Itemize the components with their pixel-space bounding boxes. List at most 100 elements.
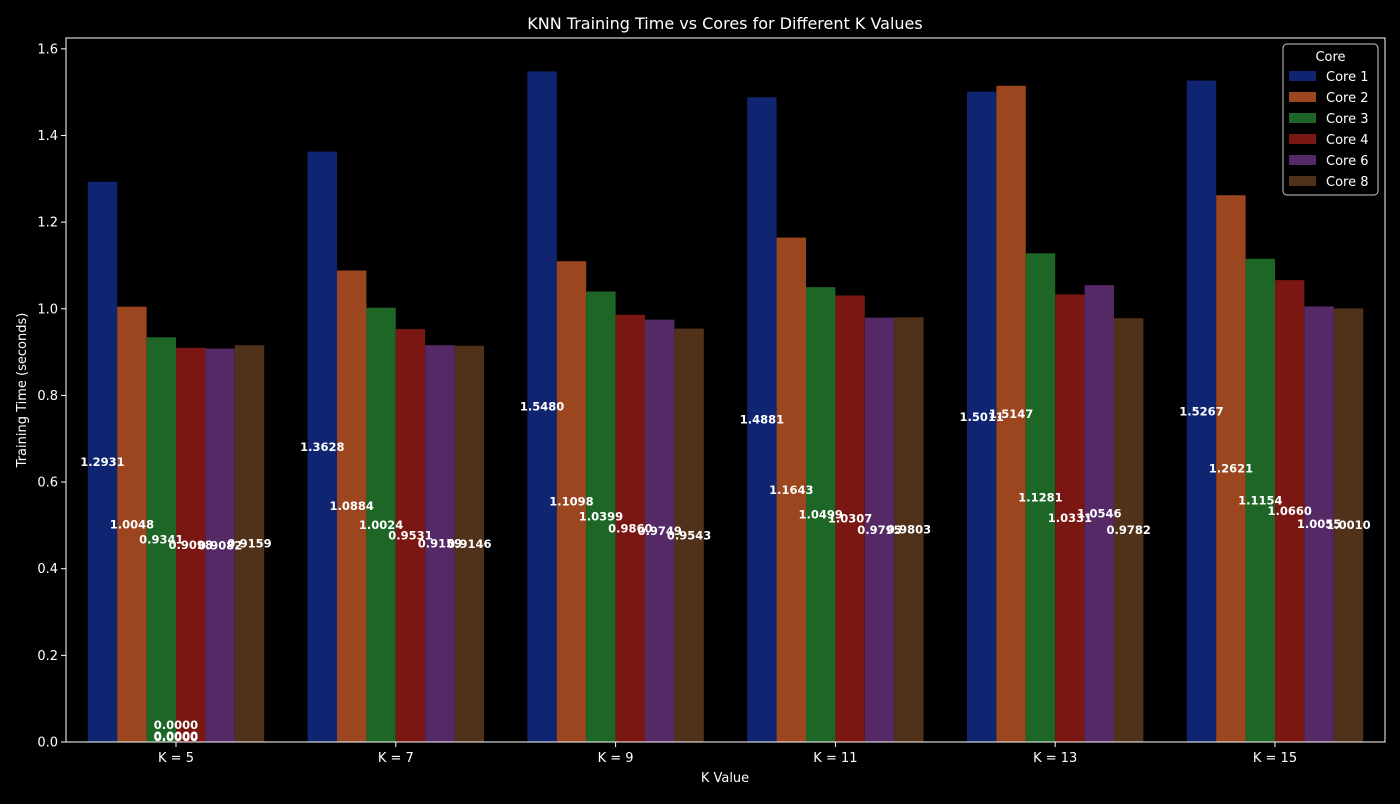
bar-core-3-k5 — [1245, 258, 1275, 742]
bar-core-1-k1 — [307, 151, 337, 742]
bar-value-label: 1.0546 — [1077, 507, 1121, 521]
bar-value-label: 1.5147 — [989, 407, 1033, 421]
y-tick-label: 1.0 — [37, 302, 58, 317]
legend-swatch — [1289, 92, 1316, 102]
bar-value-label: 1.0024 — [359, 518, 403, 532]
legend-swatch — [1289, 155, 1316, 165]
bar-core-1-k3 — [747, 97, 777, 742]
bar-value-label: 1.0499 — [799, 508, 843, 522]
x-tick-label: K = 7 — [378, 751, 414, 766]
bar-core-4-k4 — [1055, 294, 1085, 742]
x-axis-label: K Value — [701, 771, 749, 786]
bar-core-3-k0 — [146, 337, 176, 742]
axes-layer: 0.0 0.2 0.4 0.6 0.8 1.0 1.2 1.4 1.6 K = 5 K = 7 K =… — [37, 37, 1386, 766]
bar-value-label: 1.0884 — [330, 499, 374, 513]
bar-value-label: 0.9803 — [887, 523, 931, 537]
y-tick-label: 1.4 — [37, 129, 58, 144]
bar-core-6-k0 — [205, 348, 235, 742]
y-tick-label: 0.6 — [37, 476, 58, 491]
bar-value-label: 0.9082 — [198, 538, 242, 552]
bar-value-label: 1.5480 — [520, 400, 564, 414]
y-axis-label: Training Time (seconds) — [15, 313, 30, 469]
x-tick-label: K = 11 — [813, 751, 857, 766]
y-tick-label: 0.4 — [37, 562, 58, 577]
legend-swatch — [1289, 71, 1316, 81]
bar-core-8-k1 — [454, 345, 484, 742]
legend-swatch — [1289, 176, 1316, 186]
legend-entry: Core 1 — [1326, 70, 1369, 85]
bar-value-label: 0.9782 — [1107, 523, 1151, 537]
x-tick-label: K = 5 — [158, 751, 194, 766]
bar-core-6-k2 — [645, 319, 675, 742]
legend-entry: Core 2 — [1326, 91, 1369, 106]
bar-core-8-k3 — [894, 317, 924, 742]
bar-value-label: 1.1098 — [549, 495, 593, 509]
y-tick-label: 0.8 — [37, 389, 58, 404]
bar-core-4-k2 — [615, 314, 645, 742]
y-tick-label: 0.2 — [37, 649, 58, 664]
bar-core-2-k3 — [776, 237, 806, 742]
y-tick-label: 1.2 — [37, 216, 58, 231]
zero-annotation: 0.0000 — [154, 730, 198, 744]
y-tick-label: 0.0 — [37, 736, 58, 751]
x-tick-label: K = 9 — [598, 751, 634, 766]
bar-core-2-k2 — [556, 261, 587, 742]
bar-value-label: 1.0660 — [1268, 504, 1312, 518]
bar-value-label: 1.0331 — [1048, 511, 1092, 525]
bar-value-label: 1.2931 — [80, 455, 124, 469]
y-tick-label: 1.6 — [37, 42, 58, 57]
bar-core-6-k3 — [864, 317, 895, 742]
plot-frame — [65, 37, 1386, 743]
bar-core-8-k2 — [674, 328, 704, 742]
bar-core-6-k1 — [425, 345, 455, 742]
bar-core-4-k1 — [395, 329, 426, 742]
bar-value-label: 1.0010 — [1326, 518, 1370, 532]
bar-core-3-k3 — [806, 287, 836, 742]
legend-entry: Core 8 — [1326, 175, 1369, 190]
bar-core-1-k5 — [1186, 80, 1217, 742]
bar-core-2-k5 — [1216, 195, 1246, 742]
bar-core-3-k4 — [1025, 253, 1056, 742]
bar-core-8-k4 — [1114, 318, 1144, 742]
bar-core-2-k1 — [337, 270, 367, 742]
bar-core-2-k4 — [996, 85, 1026, 743]
bar-value-label: 0.9749 — [638, 524, 682, 538]
bar-core-8-k5 — [1333, 308, 1364, 742]
legend-title: Core — [1315, 50, 1345, 65]
bar-core-3-k1 — [366, 307, 396, 742]
bar-labels-layer: 1.29311.00480.93410.90980.90820.91591.36… — [80, 400, 1370, 744]
bar-value-label: 1.0307 — [828, 512, 872, 526]
bar-value-label: 1.1281 — [1018, 491, 1062, 505]
x-tick-label: K = 15 — [1253, 751, 1297, 766]
bar-value-label: 0.9146 — [447, 537, 491, 551]
bar-value-label: 0.9795 — [857, 523, 901, 537]
bar-value-label: 1.2621 — [1209, 462, 1253, 476]
zero-annotation: 0.0000 — [154, 718, 198, 732]
legend-entry: Core 4 — [1326, 133, 1369, 148]
bar-core-6-k4 — [1084, 285, 1114, 742]
chart-title: KNN Training Time vs Cores for Different… — [527, 14, 922, 33]
bar-value-label: 0.9159 — [418, 537, 462, 551]
bar-value-label: 1.5267 — [1179, 404, 1223, 418]
legend: Core Core 1 Core 2 Core 3 Core 4 Core 6 Core 8 — [1282, 43, 1379, 196]
bars-layer — [87, 71, 1364, 743]
bar-value-label: 0.9543 — [667, 528, 711, 542]
bar-core-1-k2 — [527, 71, 557, 743]
zero-annotation: 0.0000 — [154, 729, 198, 743]
bar-core-4-k0 — [176, 347, 206, 742]
bar-core-1-k0 — [87, 181, 118, 742]
bar-core-4-k5 — [1275, 280, 1305, 742]
bar-value-label: 1.1154 — [1238, 493, 1282, 507]
legend-entry: Core 6 — [1326, 154, 1369, 169]
bar-value-label: 1.0048 — [110, 517, 154, 531]
bar-value-label: 0.9098 — [169, 538, 213, 552]
bar-value-label: 1.0399 — [579, 510, 623, 524]
legend-swatch — [1289, 113, 1316, 123]
bar-value-label: 0.9159 — [227, 537, 271, 551]
bar-value-label: 0.9341 — [139, 533, 183, 547]
bar-value-label: 1.5011 — [960, 410, 1004, 424]
bar-core-8-k0 — [234, 345, 265, 742]
bar-core-6-k5 — [1304, 306, 1334, 742]
bar-core-4-k3 — [835, 295, 865, 742]
